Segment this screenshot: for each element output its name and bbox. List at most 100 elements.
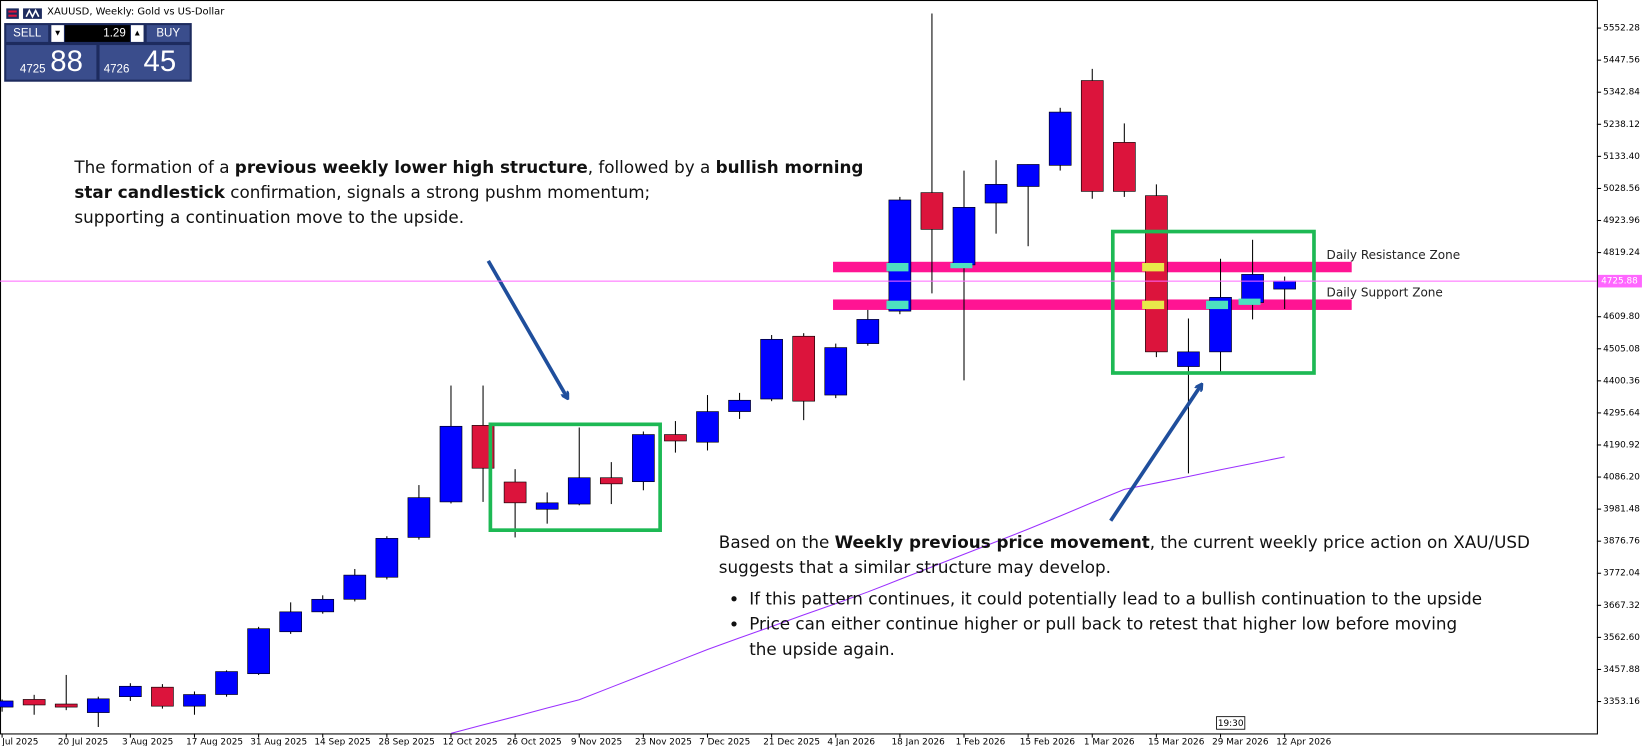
candle-body xyxy=(279,611,302,633)
x-tick-label: 4 Jan 2026 xyxy=(827,737,875,746)
annotation-text: star candlestick xyxy=(74,182,225,203)
x-tick-label: 29 Mar 2026 xyxy=(1212,737,1269,746)
y-tick-label: 5342.84 xyxy=(1603,88,1640,98)
icon xyxy=(6,8,19,19)
x-tick-label: 15 Feb 2026 xyxy=(1020,737,1076,746)
bid-small: 88 xyxy=(50,45,83,78)
icon xyxy=(25,8,40,19)
y-tick-label: 3667.32 xyxy=(1603,601,1640,611)
annotation-text: confirmation, signals a strong pushm mom… xyxy=(224,182,651,203)
candle-body xyxy=(375,538,399,578)
bullet-item: Price can either continue higher or pull… xyxy=(749,612,1482,662)
x-tick-label: 26 Oct 2025 xyxy=(507,737,562,746)
zone-highlight xyxy=(1142,262,1165,272)
zone-highlight xyxy=(950,262,973,269)
candle-body xyxy=(215,671,238,695)
candle-body xyxy=(343,574,367,600)
x-tick-label: 15 Mar 2026 xyxy=(1148,737,1205,746)
y-tick-label: 3772.04 xyxy=(1603,569,1640,579)
annotation-text: previous weekly lower high structure xyxy=(234,157,588,178)
candle-body xyxy=(1080,80,1104,192)
y-tick-label: 4819.24 xyxy=(1603,248,1640,258)
buy-button[interactable]: BUY xyxy=(146,25,190,42)
candle-body xyxy=(984,184,1008,204)
zone-band xyxy=(833,261,1352,273)
y-tick-label: 3353.16 xyxy=(1603,697,1640,707)
candle-body xyxy=(86,698,110,713)
zone-highlight xyxy=(886,262,909,272)
y-tick-label: 5447.56 xyxy=(1603,56,1640,66)
bullet-item: If this pattern continues, it could pote… xyxy=(749,587,1482,612)
annotation-line: suggests that a similar structure may de… xyxy=(719,555,1530,580)
zone-label: Daily Resistance Zone xyxy=(1327,248,1461,262)
symbol-title: XAUUSD, Weekly: Gold vs US-Dollar xyxy=(47,6,225,18)
annotation-text: , followed by a xyxy=(587,157,716,178)
time-label: 19:30 xyxy=(1218,719,1244,729)
annotation: The formation of a previous weekly lower… xyxy=(74,155,863,230)
current-price-label: 4725.88 xyxy=(1601,277,1638,287)
trade-panel: SELL ▼ 1.29 ▲ BUY 4725 88 4726 45 xyxy=(4,23,192,82)
candle-body xyxy=(22,699,46,706)
ask-big: 4726 xyxy=(103,62,130,76)
arrow xyxy=(486,259,567,397)
axis-layer: 5552.28 5447.56 5342.84 5238.12 5133.40 5028.… xyxy=(0,24,1642,746)
x-tick-label: 18 Jan 2026 xyxy=(891,737,945,746)
candle-body xyxy=(247,628,270,675)
lot-size[interactable]: 1.29 xyxy=(64,25,130,42)
lot-up[interactable]: ▲ xyxy=(130,25,144,42)
candle-body xyxy=(632,434,655,483)
x-tick-label: 6 Jul 2025 xyxy=(0,737,38,746)
pattern-box xyxy=(1110,229,1316,375)
x-tick-label: 31 Aug 2025 xyxy=(250,737,307,746)
annotation-line: The formation of a previous weekly lower… xyxy=(74,155,863,180)
zone-highlight xyxy=(1206,300,1229,310)
lot-down[interactable]: ▼ xyxy=(51,25,64,42)
candle-body xyxy=(503,481,527,504)
candle-body xyxy=(183,694,206,707)
zone-label: Daily Support Zone xyxy=(1327,286,1443,300)
candle-body xyxy=(760,338,783,400)
y-tick-label: 4190.92 xyxy=(1603,440,1640,450)
x-tick-label: 12 Apr 2026 xyxy=(1276,737,1331,746)
annotation-text: , the current weekly price action on XAU… xyxy=(1149,532,1530,553)
candle-body xyxy=(1273,280,1296,290)
candle-body xyxy=(728,399,751,412)
candle-body xyxy=(1177,351,1200,367)
annotation: Based on the Weekly previous price movem… xyxy=(719,530,1530,662)
ma-layer xyxy=(450,456,1285,734)
arrow xyxy=(1109,386,1201,522)
x-tick-label: 3 Aug 2025 xyxy=(122,737,173,746)
y-tick-label: 4086.20 xyxy=(1603,473,1640,483)
y-tick-label: 3457.88 xyxy=(1603,665,1640,675)
y-tick-label: 4505.08 xyxy=(1603,344,1640,354)
candle-body xyxy=(119,685,142,697)
time-label-box xyxy=(1216,716,1246,730)
candle-body xyxy=(1241,274,1264,303)
candle-body xyxy=(792,335,816,402)
y-tick-label: 4923.96 xyxy=(1603,216,1640,226)
candle-body xyxy=(439,425,463,503)
candle-body xyxy=(0,700,14,708)
annotation-line: Based on the Weekly previous price movem… xyxy=(719,530,1530,555)
sell-price[interactable]: 4725 88 xyxy=(6,45,97,80)
candle-body xyxy=(535,502,559,510)
sell-button[interactable]: SELL xyxy=(6,25,49,42)
y-tick-label: 5028.56 xyxy=(1603,184,1640,194)
x-tick-label: 21 Dec 2025 xyxy=(763,737,820,746)
y-tick-label: 5238.12 xyxy=(1603,120,1640,130)
y-tick-label: 4609.80 xyxy=(1603,312,1640,322)
candle-body xyxy=(856,319,880,344)
y-tick-label: 3562.60 xyxy=(1603,633,1640,643)
x-tick-label: 1 Mar 2026 xyxy=(1084,737,1135,746)
candle-body xyxy=(1145,195,1168,353)
candle-body xyxy=(1209,297,1232,353)
icon[interactable] xyxy=(23,8,42,19)
candle-body xyxy=(920,192,944,230)
buy-price[interactable]: 4726 45 xyxy=(99,45,190,80)
candle-body xyxy=(407,497,431,538)
ask-small: 45 xyxy=(143,45,177,78)
candle-body xyxy=(1016,164,1040,187)
